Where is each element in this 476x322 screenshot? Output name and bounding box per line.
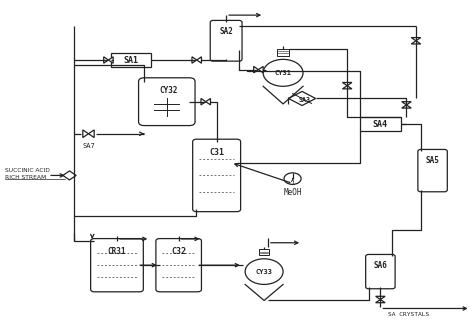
Bar — [111, 53, 151, 67]
Polygon shape — [342, 82, 352, 86]
Polygon shape — [89, 130, 94, 137]
Polygon shape — [197, 57, 201, 63]
Bar — [360, 117, 401, 131]
Polygon shape — [192, 57, 197, 63]
Polygon shape — [411, 38, 421, 41]
Circle shape — [245, 259, 283, 284]
Polygon shape — [254, 66, 258, 73]
Text: C31: C31 — [209, 147, 224, 156]
Polygon shape — [411, 41, 421, 44]
Text: MeOH: MeOH — [283, 188, 302, 197]
Polygon shape — [63, 171, 76, 180]
Text: SA2: SA2 — [219, 27, 233, 36]
Polygon shape — [83, 130, 89, 137]
Text: CR31: CR31 — [108, 247, 126, 256]
Circle shape — [263, 59, 303, 86]
Text: CY33: CY33 — [256, 269, 273, 275]
Text: SA4: SA4 — [373, 120, 388, 128]
Bar — [259, 250, 269, 255]
Text: SUCCINIC ACID
RICH STREAM: SUCCINIC ACID RICH STREAM — [5, 168, 50, 180]
Polygon shape — [342, 86, 352, 89]
Text: SA3: SA3 — [298, 97, 310, 102]
Bar — [277, 49, 289, 55]
FancyBboxPatch shape — [90, 239, 143, 292]
Polygon shape — [104, 57, 109, 63]
Text: SA7: SA7 — [82, 143, 95, 149]
Text: SA5: SA5 — [426, 156, 439, 165]
Polygon shape — [288, 91, 316, 106]
Text: SA6: SA6 — [374, 261, 387, 270]
Polygon shape — [109, 57, 113, 63]
FancyBboxPatch shape — [156, 239, 201, 292]
FancyBboxPatch shape — [210, 20, 242, 61]
Polygon shape — [201, 99, 206, 105]
Polygon shape — [402, 102, 411, 105]
Polygon shape — [258, 66, 263, 73]
Circle shape — [284, 173, 301, 185]
FancyBboxPatch shape — [366, 254, 395, 289]
Text: C32: C32 — [171, 247, 186, 256]
Polygon shape — [206, 99, 210, 105]
Text: SA CRYSTALS: SA CRYSTALS — [388, 312, 429, 317]
FancyBboxPatch shape — [139, 78, 195, 126]
Polygon shape — [402, 105, 411, 108]
FancyBboxPatch shape — [193, 139, 240, 212]
Text: CY31: CY31 — [275, 70, 292, 76]
Text: SA1: SA1 — [124, 55, 139, 64]
Polygon shape — [376, 299, 385, 303]
Text: CY32: CY32 — [160, 86, 178, 95]
Polygon shape — [376, 296, 385, 299]
FancyBboxPatch shape — [418, 149, 447, 192]
